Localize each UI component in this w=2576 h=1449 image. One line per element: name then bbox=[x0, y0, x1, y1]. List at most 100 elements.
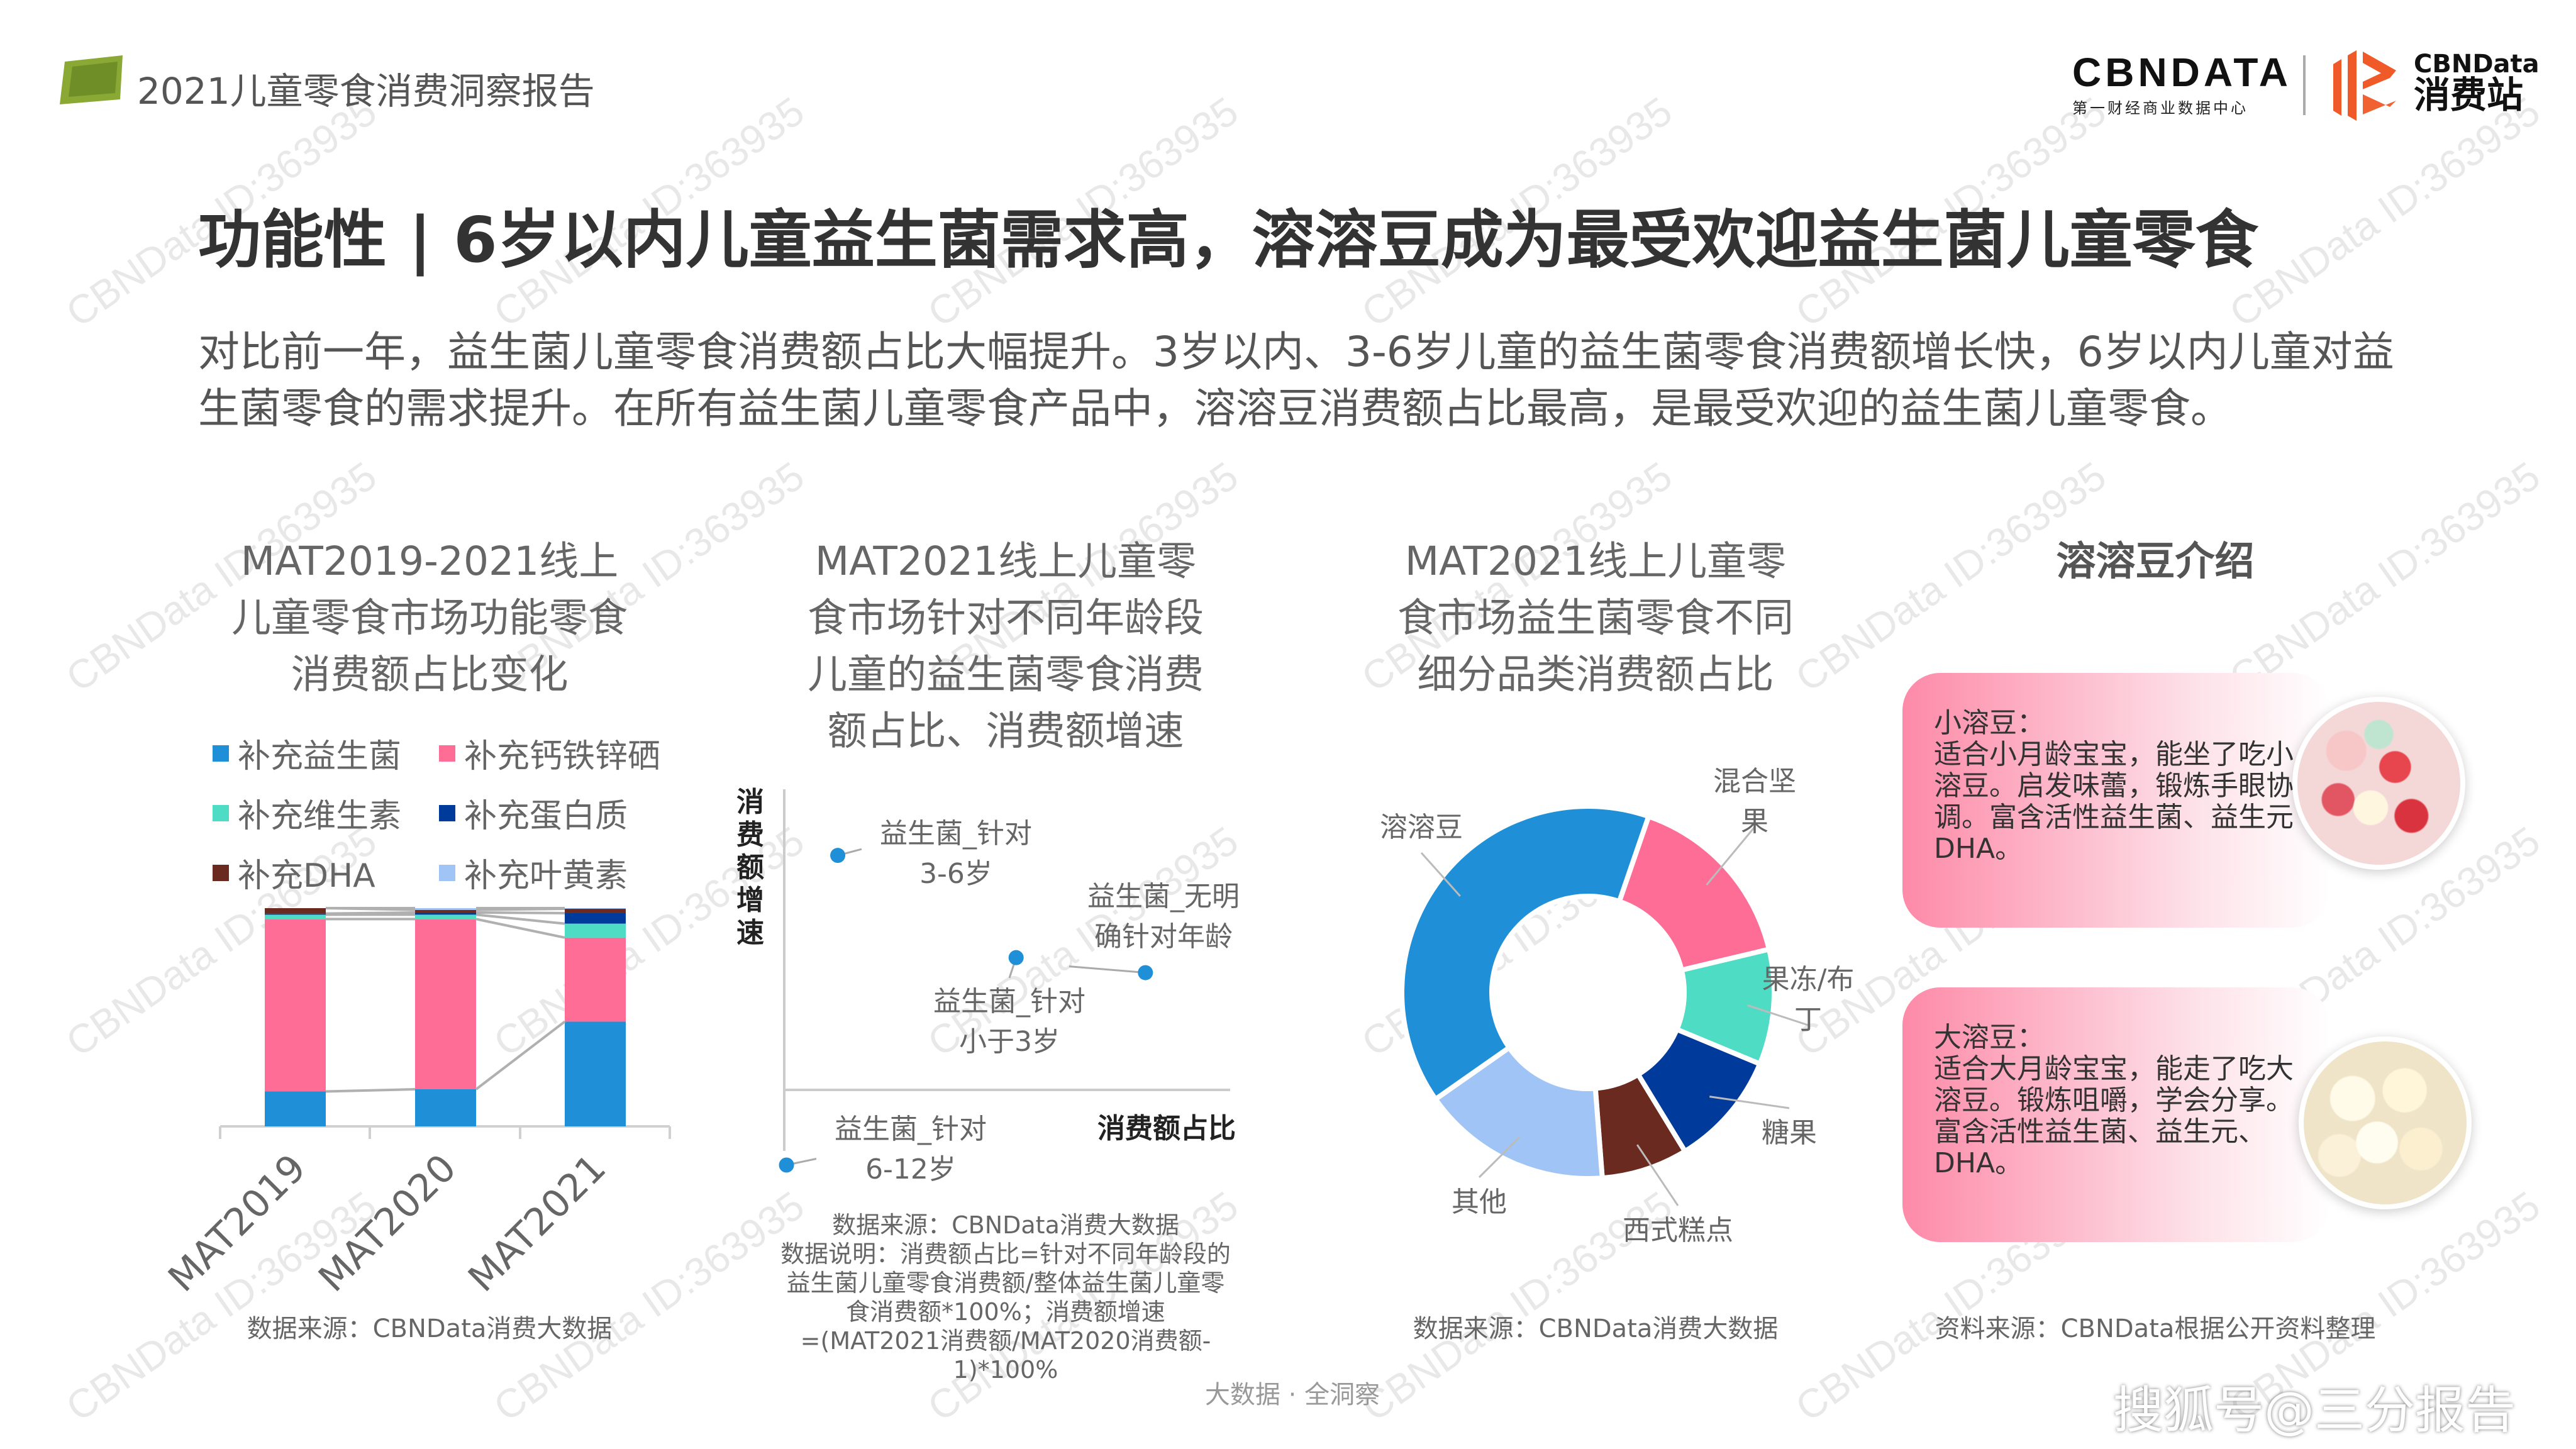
bar-segment bbox=[415, 919, 476, 1090]
legend-swatch bbox=[213, 804, 229, 821]
source-line: 食消费额*100%；消费额增速 bbox=[846, 1298, 1165, 1326]
intro-paragraph: 对比前一年，益生菌儿童零食消费额占比大幅提升。3岁以内、3-6岁儿童的益生菌零食… bbox=[198, 328, 2394, 433]
legend-label: 补充叶黄素 bbox=[464, 857, 628, 895]
consumer-logo-sub: 消费站 bbox=[2414, 74, 2524, 116]
series-connector bbox=[325, 911, 416, 915]
bar-segment bbox=[565, 923, 626, 938]
product-intro-title-text: 溶溶豆介绍 bbox=[2056, 538, 2255, 584]
chart2-title-line: 食市场针对不同年龄段 bbox=[808, 595, 1204, 641]
product-name: 小溶豆： bbox=[1934, 707, 2045, 739]
slice-leader-line bbox=[1747, 1004, 1809, 1026]
chart1-title: MAT2019-2021线上 儿童零食市场功能零食 消费额占比变化 bbox=[178, 533, 681, 703]
consumer-logo-name: CBNData bbox=[2414, 50, 2540, 79]
legend-label: 补充益生菌 bbox=[238, 738, 402, 775]
bar-segment bbox=[415, 909, 476, 913]
donut-slice bbox=[1616, 813, 1772, 974]
point-label: 益生菌_无明 确针对年龄 bbox=[1087, 880, 1240, 953]
chart3-title-line: 食市场益生菌零食不同 bbox=[1397, 595, 1794, 641]
logo-divider bbox=[2303, 55, 2306, 115]
legend-swatch bbox=[439, 864, 455, 881]
slice-label: 混合坚果 bbox=[1713, 765, 1796, 838]
source-line: 益生菌儿童零食消费额/整体益生菌儿童零 bbox=[786, 1269, 1225, 1297]
bar-segment bbox=[565, 909, 626, 913]
chart1-title-line: MAT2019-2021线上 bbox=[240, 538, 619, 584]
series-connector bbox=[475, 913, 565, 925]
chart1-title-line: 消费额占比变化 bbox=[291, 652, 569, 697]
bar-segment bbox=[415, 908, 476, 910]
product-desc-line: 适合大月龄宝宝，能走了吃大 bbox=[1934, 1053, 2294, 1085]
slice-leader-line bbox=[1709, 1096, 1790, 1109]
chart2-source: 数据来源：CBNData消费大数据 数据说明：消费额占比=针对不同年龄段的 益生… bbox=[754, 1211, 1257, 1384]
product-intro-title: 溶溶豆介绍 bbox=[1904, 533, 2407, 590]
chart1-legend: 补充益生菌 补充钙铁锌硒 补充维生素 补充蛋白质 补充DHA 补充叶黄素 bbox=[213, 730, 716, 896]
legend-item: 补充蛋白质 bbox=[439, 789, 678, 836]
slice-label: 其他 bbox=[1452, 1186, 1507, 1218]
legend-item: 补充DHA bbox=[213, 849, 439, 896]
product-desc-line: DHA。 bbox=[1934, 833, 2023, 865]
cbndata-logo: CBNDATA 第一财经商业数据中心 bbox=[2072, 49, 2292, 118]
slice-leader-line bbox=[1636, 1144, 1679, 1206]
chart2-title: MAT2021线上儿童零 食市场针对不同年龄段 儿童的益生菌零食消费 额占比、消… bbox=[754, 533, 1257, 760]
bar-segment bbox=[265, 919, 326, 1092]
legend-label: 补充蛋白质 bbox=[464, 797, 628, 835]
bar-segment bbox=[565, 913, 626, 924]
legend-swatch bbox=[439, 804, 455, 821]
legend-swatch bbox=[213, 864, 229, 881]
point-label: 益生菌_针对 6-12岁 bbox=[835, 1113, 987, 1185]
series-connector bbox=[475, 1020, 566, 1091]
legend-label: 补充DHA bbox=[238, 857, 375, 895]
source-line: 数据说明：消费额占比=针对不同年龄段的 bbox=[780, 1240, 1231, 1268]
source-line: =(MAT2021消费额/MAT2020消费额- bbox=[800, 1327, 1211, 1355]
product-desc-line: 溶豆。锻炼咀嚼，学会分享。 bbox=[1934, 1084, 2294, 1116]
point-leader-line bbox=[1069, 965, 1146, 974]
product-desc-line: 溶豆。启发味蕾，锻炼手眼协 bbox=[1934, 770, 2294, 802]
chart3-title-line: MAT2021线上儿童零 bbox=[1404, 538, 1787, 584]
chart2-title-line: MAT2021线上儿童零 bbox=[814, 538, 1197, 584]
legend-item: 补充叶黄素 bbox=[439, 849, 678, 896]
page-headline: 功能性 | 6岁以内儿童益生菌需求高，溶溶豆成为最受欢迎益生菌儿童零食 bbox=[198, 203, 2258, 277]
donut-chart bbox=[1402, 806, 1809, 1206]
sohu-watermark: 搜狐号@三分报告 bbox=[2113, 1381, 2516, 1440]
bar-segment bbox=[565, 908, 626, 909]
chart2-title-line: 儿童的益生菌零食消费 bbox=[808, 652, 1204, 697]
source-line: 数据来源：CBNData消费大数据 bbox=[832, 1211, 1179, 1239]
donut-slice bbox=[1431, 1044, 1606, 1181]
product-card-large: 大溶豆： 适合大月龄宝宝，能走了吃大 溶豆。锻炼咀嚼，学会分享。 富含活性益生菌… bbox=[1902, 987, 2330, 1242]
bar-segment bbox=[565, 1021, 626, 1126]
bar-segment bbox=[265, 914, 326, 919]
slice-leader-line bbox=[1706, 826, 1756, 886]
scatter-y-axis-title: 消费额增速 bbox=[736, 786, 764, 949]
legend-label: 补充维生素 bbox=[238, 797, 402, 835]
slice-label: 溶溶豆 bbox=[1380, 811, 1463, 843]
scatter-chart bbox=[779, 789, 1230, 1173]
slice-label: 西式糕点 bbox=[1623, 1214, 1733, 1246]
bar-segment bbox=[265, 913, 326, 915]
legend-item: 补充维生素 bbox=[213, 789, 439, 836]
scatter-point bbox=[1008, 950, 1024, 965]
bar-segment bbox=[415, 912, 476, 915]
slice-label: 糖果 bbox=[1762, 1117, 1817, 1149]
cbndata-logo-text: CBNDATA bbox=[2072, 50, 2292, 95]
cbndata-consumer-logo-icon bbox=[2333, 50, 2396, 121]
point-label: 益生菌_针对 3-6岁 bbox=[880, 818, 1032, 890]
cbndata-logo-sub: 第一财经商业数据中心 bbox=[2072, 99, 2248, 117]
slice-label: 果冻/布丁 bbox=[1762, 963, 1855, 1036]
product-source: 资料来源：CBNData根据公开资料整理 bbox=[1935, 1314, 2376, 1343]
slice-leader-line bbox=[1478, 1136, 1521, 1179]
chart1-title-line: 儿童零食市场功能零食 bbox=[231, 595, 628, 641]
series-connector bbox=[325, 1088, 416, 1093]
small-melts-photo bbox=[2292, 697, 2465, 870]
doc-title: 2021儿童零食消费洞察报告 bbox=[137, 70, 595, 113]
footer-tagline: 大数据 · 全洞察 bbox=[1204, 1380, 1380, 1409]
scatter-x-axis-title: 消费额占比 bbox=[1097, 1113, 1236, 1145]
bar-segment bbox=[265, 908, 326, 914]
bar-segment bbox=[565, 937, 626, 1022]
chart3-title: MAT2021线上儿童零 食市场益生菌零食不同 细分品类消费额占比 bbox=[1344, 533, 1847, 703]
bar-segment bbox=[415, 1089, 476, 1126]
consumer-logo-text: CBNData 消费站 bbox=[2414, 52, 2540, 113]
product-desc-line: 适合小月龄宝宝，能坐了吃小 bbox=[1934, 738, 2294, 770]
bar-segment bbox=[265, 1091, 326, 1126]
series-connector bbox=[475, 918, 565, 939]
